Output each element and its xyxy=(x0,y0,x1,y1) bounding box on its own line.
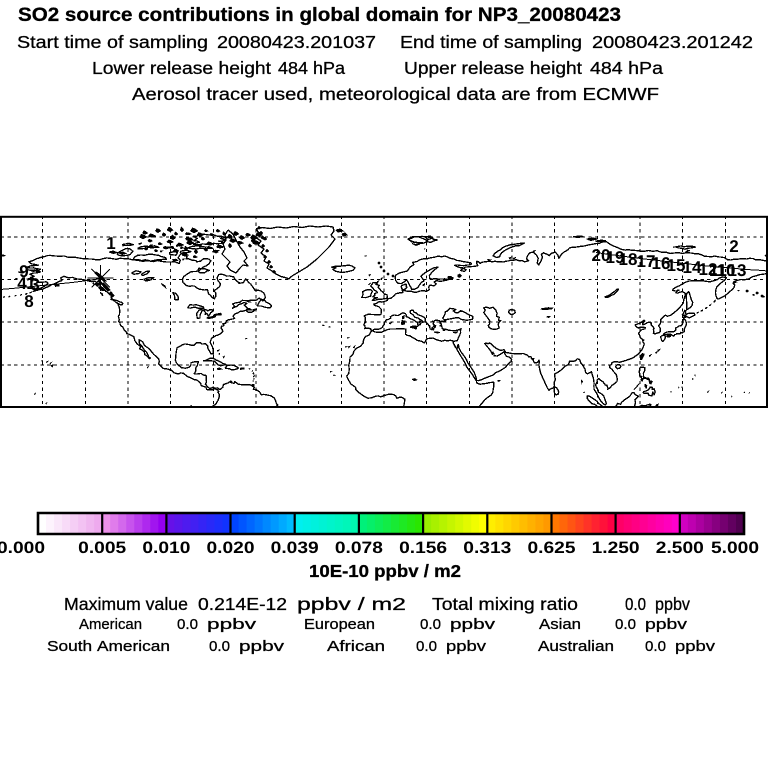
svg-text:0.313: 0.313 xyxy=(463,539,511,557)
svg-text:14: 14 xyxy=(683,258,702,277)
svg-text:18: 18 xyxy=(619,250,638,269)
svg-text:0.625: 0.625 xyxy=(528,539,576,557)
svg-text:15: 15 xyxy=(667,256,686,275)
svg-text:8: 8 xyxy=(24,292,33,311)
svg-text:17: 17 xyxy=(637,252,656,271)
svg-text:5.000: 5.000 xyxy=(711,539,759,557)
svg-text:0.078: 0.078 xyxy=(335,539,383,557)
svg-text:0.020: 0.020 xyxy=(207,539,255,557)
svg-text:9: 9 xyxy=(19,262,28,281)
svg-text:20: 20 xyxy=(592,246,611,265)
svg-text:11: 11 xyxy=(709,261,727,280)
svg-text:10: 10 xyxy=(717,261,736,280)
svg-text:0.005: 0.005 xyxy=(78,539,126,557)
svg-text:1.250: 1.250 xyxy=(592,539,640,557)
svg-text:3: 3 xyxy=(30,275,39,294)
svg-text:0.156: 0.156 xyxy=(399,539,447,557)
svg-text:0.000: 0.000 xyxy=(0,539,45,557)
svg-text:13: 13 xyxy=(728,261,747,280)
svg-text:2.500: 2.500 xyxy=(656,539,704,557)
svg-text:16: 16 xyxy=(652,254,671,273)
svg-text:4: 4 xyxy=(17,274,27,293)
svg-text:19: 19 xyxy=(606,248,625,267)
svg-text:2: 2 xyxy=(729,237,738,256)
svg-text:0.010: 0.010 xyxy=(142,539,190,557)
svg-text:12: 12 xyxy=(699,260,718,279)
svg-text:1: 1 xyxy=(26,274,35,293)
svg-text:0.039: 0.039 xyxy=(271,539,319,557)
svg-text:1: 1 xyxy=(106,234,115,253)
